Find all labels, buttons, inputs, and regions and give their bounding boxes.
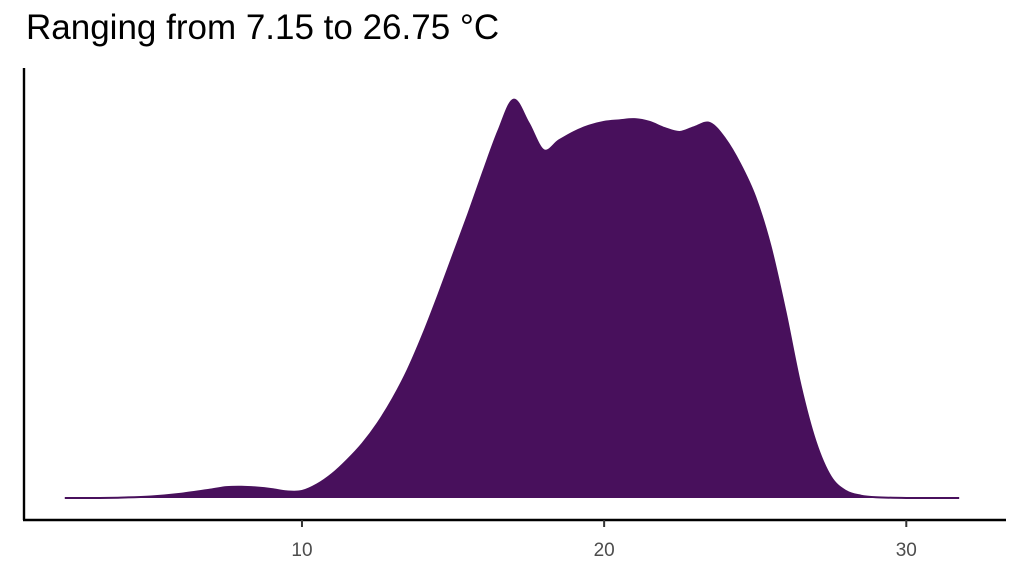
density-area <box>64 99 960 499</box>
x-tick-label: 20 <box>594 540 615 561</box>
plot-area <box>64 98 960 500</box>
chart-title: Ranging from 7.15 to 26.75 °C <box>26 8 500 47</box>
density-line <box>64 98 960 500</box>
x-tick-label: 10 <box>291 540 312 561</box>
x-tick-label: 30 <box>896 540 917 561</box>
x-axis-ticks: 10 20 30 <box>291 520 917 561</box>
